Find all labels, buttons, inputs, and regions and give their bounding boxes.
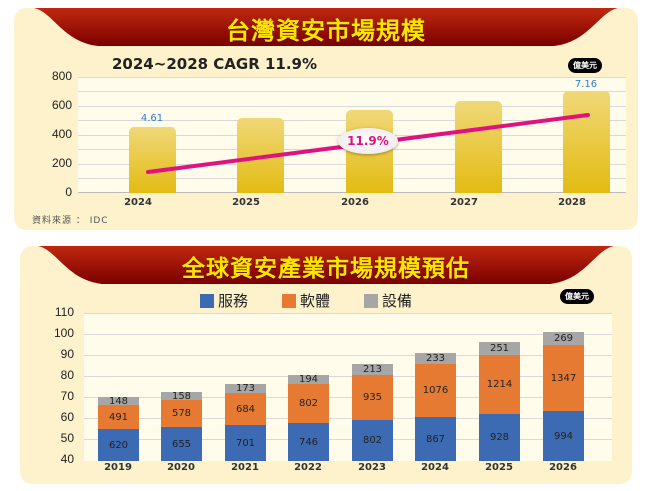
taiwan-chart-title: 台灣資安市場規模 [226, 17, 426, 45]
legend-hardware: 設備 [364, 290, 412, 311]
y-tick: 800 [51, 69, 72, 83]
x-tick: 2027 [450, 197, 478, 208]
legend-services: 服務 [200, 290, 248, 311]
bar-2026-services: 994 [543, 411, 584, 461]
bar-2020-software: 578 [161, 400, 202, 427]
x-tick: 2020 [167, 462, 195, 473]
bar-2025-software: 1214 [479, 355, 520, 414]
legend-label: 設備 [382, 292, 413, 310]
x-tick: 2028 [558, 197, 586, 208]
y-tick: 400 [51, 127, 72, 141]
unit-badge: 億美元 [568, 58, 602, 73]
y-tick: 0 [65, 185, 72, 199]
services-swatch [200, 293, 214, 308]
bar-2022-software: 802 [288, 384, 329, 423]
taiwan-plot-area: 4.61 7.16 11.9% [78, 77, 626, 193]
bar-2024-hardware: 233 [415, 353, 456, 364]
y-tick: 200 [51, 156, 72, 170]
x-tick: 2022 [294, 462, 322, 473]
x-tick: 2025 [232, 197, 260, 208]
bar-2022-services: 746 [288, 423, 329, 461]
x-tick: 2019 [104, 462, 132, 473]
x-tick: 2026 [549, 462, 577, 473]
value-label-2024: 4.61 [140, 113, 164, 124]
x-tick: 2026 [341, 197, 369, 208]
y-tick: 40 [60, 452, 74, 466]
y-tick: 70 [60, 389, 74, 403]
bar-2019-services: 620 [98, 429, 139, 461]
global-plot-area: 148 491 620 158 578 655 173 684 701 194 … [84, 313, 612, 461]
y-tick: 80 [60, 368, 74, 382]
bar-2019-software: 491 [98, 405, 139, 429]
banner-shape [34, 8, 618, 46]
legend-software: 軟體 [282, 290, 330, 311]
legend: 服務 軟體 設備 [200, 290, 412, 311]
y-tick: 110 [54, 305, 74, 319]
x-tick: 2024 [421, 462, 449, 473]
bar-2025-services: 928 [479, 414, 520, 461]
x-tick: 2021 [231, 462, 259, 473]
hardware-swatch [364, 293, 379, 308]
bar-2023-software: 935 [352, 375, 393, 420]
cagr-subtitle: 2024~2028 CAGR 11.9% [112, 55, 318, 73]
banner-shape [38, 246, 614, 284]
bar-2026-hardware: 269 [543, 332, 584, 345]
source-note: 資料來源 ： IDC [32, 216, 109, 226]
bar-2021-software: 684 [225, 393, 266, 425]
global-title-banner: 全球資安產業市場規模預估 [20, 246, 632, 284]
bar-2020-services: 655 [161, 427, 202, 461]
y-tick: 60 [60, 410, 74, 424]
global-chart-title: 全球資安產業市場規模預估 [182, 256, 470, 282]
value-label-2028: 7.16 [574, 79, 598, 90]
bar-2023-hardware: 213 [352, 364, 393, 375]
legend-label: 服務 [218, 292, 249, 310]
cagr-pill: 11.9% [338, 128, 398, 154]
global-market-panel: 全球資安產業市場規模預估 服務 軟體 設備 億美元 110 100 90 80 … [20, 246, 632, 484]
bar-2023-services: 802 [352, 420, 393, 461]
unit-badge: 億美元 [560, 289, 594, 304]
x-tick: 2023 [358, 462, 386, 473]
bar-2022-hardware: 194 [288, 374, 329, 385]
bar-2024-services: 867 [415, 417, 456, 461]
y-tick: 600 [51, 98, 72, 112]
bar-2024-software: 1076 [415, 364, 456, 417]
bar-2024 [129, 127, 176, 193]
x-tick: 2025 [485, 462, 513, 473]
bar-2028 [563, 91, 610, 193]
x-tick: 2024 [124, 197, 152, 208]
bar-2021-services: 701 [225, 425, 266, 461]
bar-2020-hardware: 158 [161, 391, 202, 402]
bar-2025-hardware: 251 [479, 342, 520, 355]
y-tick: 50 [60, 431, 74, 445]
taiwan-market-panel: 台灣資安市場規模 2024~2028 CAGR 11.9% 億美元 800 60… [14, 8, 638, 230]
legend-label: 軟體 [300, 292, 331, 310]
bar-2019-hardware: 148 [98, 396, 139, 407]
y-tick: 90 [60, 347, 74, 361]
y-tick: 100 [53, 326, 74, 340]
bar-2027 [455, 101, 502, 193]
bar-2021-hardware: 173 [225, 383, 266, 394]
taiwan-title-banner: 台灣資安市場規模 [14, 8, 638, 46]
bar-2026-software: 1347 [543, 345, 584, 411]
software-swatch [282, 293, 297, 308]
